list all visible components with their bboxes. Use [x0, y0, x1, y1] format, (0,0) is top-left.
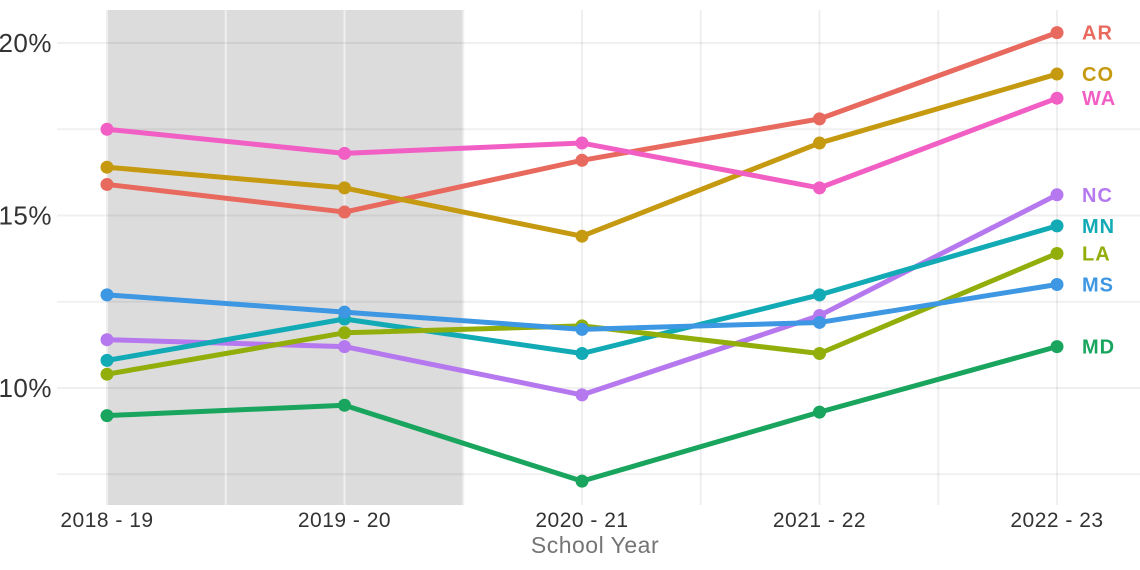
series-label-MN: MN [1082, 216, 1115, 238]
x-tick-label: 2019 - 20 [298, 509, 391, 532]
data-point-CO-4[interactable] [1050, 67, 1064, 81]
data-point-WA-1[interactable] [338, 146, 351, 160]
data-point-LA-1[interactable] [338, 326, 351, 340]
data-point-CO-1[interactable] [338, 181, 351, 195]
data-point-MS-0[interactable] [100, 288, 114, 302]
data-point-MN-3[interactable] [813, 288, 826, 302]
data-point-MS-1[interactable] [338, 305, 351, 319]
data-point-AR-0[interactable] [100, 177, 114, 191]
series-label-LA: LA [1082, 243, 1111, 265]
data-point-MD-4[interactable] [1050, 340, 1064, 354]
data-point-MD-2[interactable] [575, 474, 589, 488]
x-tick-label: 2020 - 21 [535, 509, 628, 532]
series-label-MD: MD [1082, 337, 1115, 359]
data-point-AR-1[interactable] [338, 205, 351, 219]
data-point-CO-2[interactable] [575, 229, 589, 243]
data-point-WA-3[interactable] [813, 181, 826, 195]
data-point-CO-0[interactable] [100, 160, 114, 174]
y-tick-label: 10% [0, 373, 52, 403]
x-tick-label: 2018 - 19 [60, 509, 153, 532]
x-axis-title: School Year [531, 532, 659, 558]
data-point-AR-2[interactable] [575, 153, 589, 167]
series-label-AR: AR [1082, 23, 1113, 45]
series-label-NC: NC [1082, 185, 1113, 207]
data-point-NC-1[interactable] [338, 340, 351, 354]
data-point-MD-3[interactable] [813, 405, 826, 419]
data-point-MS-2[interactable] [575, 322, 589, 336]
data-point-MD-1[interactable] [338, 398, 351, 412]
series-label-MS: MS [1082, 275, 1114, 297]
data-point-MN-0[interactable] [100, 353, 114, 367]
series-label-WA: WA [1082, 88, 1116, 110]
data-point-LA-0[interactable] [100, 367, 114, 381]
data-point-LA-3[interactable] [813, 347, 826, 360]
data-point-MS-3[interactable] [813, 315, 826, 329]
data-point-NC-0[interactable] [100, 333, 114, 347]
data-point-WA-4[interactable] [1050, 91, 1064, 105]
y-tick-label: 20% [0, 28, 52, 58]
data-point-MS-4[interactable] [1050, 278, 1064, 291]
data-point-MN-4[interactable] [1050, 219, 1064, 233]
data-point-WA-2[interactable] [575, 136, 589, 150]
data-point-MD-0[interactable] [100, 409, 114, 423]
x-tick-label: 2021 - 22 [773, 509, 866, 532]
y-tick-label: 15% [0, 201, 52, 231]
data-point-NC-4[interactable] [1050, 188, 1064, 202]
data-point-WA-0[interactable] [100, 122, 114, 136]
highlight-band [107, 10, 464, 505]
series-label-CO: CO [1082, 64, 1114, 86]
data-point-NC-2[interactable] [575, 388, 589, 402]
data-point-CO-3[interactable] [813, 136, 826, 150]
x-tick-label: 2022 - 23 [1010, 509, 1103, 532]
data-point-MN-2[interactable] [575, 347, 589, 360]
data-point-AR-4[interactable] [1050, 26, 1064, 40]
data-point-LA-4[interactable] [1050, 246, 1064, 260]
data-point-AR-3[interactable] [813, 112, 826, 126]
